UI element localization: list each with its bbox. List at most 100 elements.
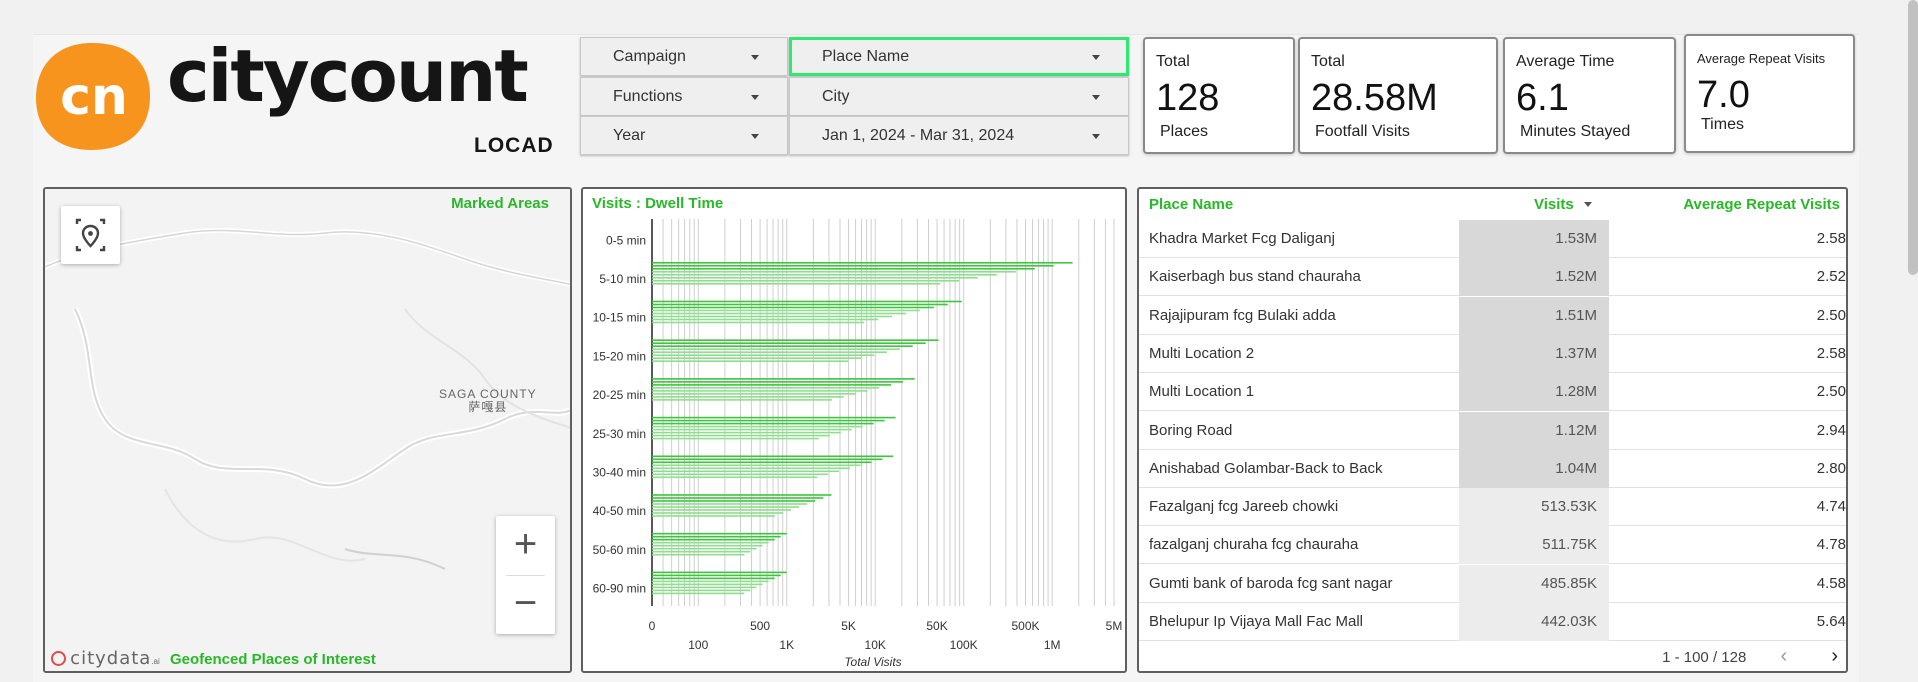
logo-subtitle: LOCAD bbox=[474, 134, 554, 157]
bar bbox=[652, 273, 997, 276]
repeat-visits-cell: 2.80 bbox=[1816, 459, 1846, 477]
bar bbox=[652, 589, 751, 592]
bar bbox=[652, 425, 863, 428]
chart-title: Visits : Dwell Time bbox=[592, 195, 724, 212]
location-target-icon bbox=[75, 218, 106, 252]
x-tick-label: 100K bbox=[950, 638, 978, 652]
repeat-visits-cell: 2.52 bbox=[1816, 268, 1846, 286]
repeat-visits-cell: 2.58 bbox=[1816, 344, 1846, 362]
category-label: 25-30 min bbox=[593, 427, 646, 441]
visits-cell: 1.52M bbox=[1459, 258, 1609, 297]
category-label: 0-5 min bbox=[606, 233, 646, 247]
x-tick-label: 500 bbox=[750, 619, 770, 633]
bar bbox=[652, 276, 978, 279]
table-row[interactable]: Kaiserbagh bus stand chauraha 1.52M 2.52 bbox=[1139, 258, 1846, 297]
bar bbox=[652, 354, 875, 356]
functions-filter[interactable]: Functions bbox=[580, 77, 788, 116]
x-tick-label: 5M bbox=[1106, 619, 1123, 633]
date-range-filter[interactable]: Jan 1, 2024 - Mar 31, 2024 bbox=[789, 116, 1129, 155]
map-panel[interactable]: Marked Areas SAGA COUNTY 萨嘎县 + − citydat… bbox=[43, 187, 572, 673]
col-header-visits[interactable]: Visits bbox=[1534, 196, 1592, 213]
bar bbox=[652, 509, 792, 511]
kpi-sub: Times bbox=[1701, 116, 1744, 133]
place-name-cell: Kaiserbagh bus stand chauraha bbox=[1149, 268, 1361, 286]
col-header-place-name[interactable]: Place Name bbox=[1149, 196, 1234, 213]
kpi-label: Average Time bbox=[1516, 53, 1615, 70]
year-filter-label: Year bbox=[613, 127, 646, 144]
bar bbox=[652, 574, 781, 577]
place-name-filter[interactable]: Place Name bbox=[789, 37, 1129, 76]
dwell-time-chart: 0-5 min 5-10 min 10-15 min 15-20 min 20-25 m… bbox=[593, 219, 1123, 669]
table-row[interactable]: Fazalganj fcg Jareeb chowki 513.53K 4.74 bbox=[1139, 488, 1846, 527]
visits-cell: 1.37M bbox=[1459, 334, 1609, 373]
bar bbox=[652, 553, 745, 556]
bar bbox=[652, 300, 962, 303]
bar bbox=[652, 506, 800, 508]
bar bbox=[652, 592, 745, 595]
category-label: 5-10 min bbox=[599, 272, 646, 286]
repeat-visits-cell: 2.58 bbox=[1816, 230, 1846, 247]
places-table-panel: Place Name Visits Average Repeat Visits … bbox=[1137, 187, 1848, 673]
bar bbox=[652, 261, 1073, 264]
bar bbox=[652, 437, 819, 440]
pager-range: 1 - 100 / 128 bbox=[1662, 649, 1747, 666]
bar bbox=[652, 586, 757, 589]
map-footer-label: Geofenced Places of Interest bbox=[169, 651, 376, 668]
repeat-visits-cell: 5.64 bbox=[1816, 613, 1846, 630]
visits-cell: 485.85K bbox=[1459, 564, 1609, 603]
campaign-filter[interactable]: Campaign bbox=[580, 37, 788, 76]
chevron-left-icon[interactable]: ‹ bbox=[1780, 645, 1788, 667]
bar bbox=[652, 535, 781, 538]
city-filter-label: City bbox=[822, 88, 850, 105]
bar bbox=[652, 538, 775, 541]
place-name-cell: Gumti bank of baroda fcg sant nagar bbox=[1149, 574, 1393, 592]
year-filter[interactable]: Year bbox=[580, 116, 788, 155]
bar bbox=[652, 580, 769, 583]
bar bbox=[652, 497, 824, 499]
bar bbox=[652, 396, 844, 398]
repeat-visits-cell: 2.50 bbox=[1816, 306, 1846, 324]
city-filter[interactable]: City bbox=[789, 77, 1129, 116]
table-row[interactable]: Rajajipuram fcg Bulaki adda 1.51M 2.50 bbox=[1139, 296, 1846, 335]
bar bbox=[652, 339, 939, 341]
table-row[interactable]: Multi Location 1 1.28M 2.50 bbox=[1139, 373, 1846, 412]
visits-cell: 511.75K bbox=[1459, 526, 1609, 565]
bar bbox=[652, 431, 841, 434]
table-row[interactable]: Multi Location 2 1.37M 2.58 bbox=[1139, 334, 1846, 373]
chevron-down-icon bbox=[751, 55, 759, 60]
chevron-down-icon bbox=[1092, 55, 1100, 60]
kpi-label: Total bbox=[1156, 53, 1190, 70]
col-header-repeat-visits[interactable]: Average Repeat Visits bbox=[1683, 196, 1840, 213]
logo-badge-text: cn bbox=[60, 67, 128, 127]
place-name-cell: Fazalganj fcg Jareeb chowki bbox=[1149, 498, 1339, 516]
bar bbox=[652, 512, 783, 514]
logo-wordmark: citycount bbox=[167, 34, 529, 118]
zoom-in-icon[interactable]: + bbox=[513, 522, 538, 566]
table-row[interactable]: Bhelupur Ip Vijaya Mall Fac Mall 442.03K 5… bbox=[1139, 603, 1846, 641]
chevron-right-icon[interactable]: › bbox=[1831, 645, 1838, 667]
bar bbox=[652, 270, 1016, 273]
bar bbox=[652, 577, 775, 580]
table-row[interactable]: Gumti bank of baroda fcg sant nagar 485.8… bbox=[1139, 564, 1846, 603]
bar bbox=[652, 476, 818, 479]
x-tick-label: 1M bbox=[1044, 638, 1061, 652]
table-row[interactable]: Anishabad Golambar-Back to Back 1.04M 2.80 bbox=[1139, 449, 1846, 488]
locate-button[interactable] bbox=[61, 206, 120, 264]
place-name-cell: Bhelupur Ip Vijaya Mall Fac Mall bbox=[1149, 613, 1363, 630]
zoom-out-icon[interactable]: − bbox=[513, 581, 538, 625]
map-footer: citydata.ai Geofenced Places of Interest bbox=[51, 648, 376, 669]
visits-cell: 1.04M bbox=[1459, 449, 1609, 488]
map-basemap[interactable] bbox=[45, 189, 572, 673]
table-row[interactable]: Boring Road 1.12M 2.94 bbox=[1139, 411, 1846, 450]
kpi-value: 7.0 bbox=[1697, 74, 1750, 116]
page-scrollbar[interactable] bbox=[1908, 0, 1918, 275]
kpi-sub: Minutes Stayed bbox=[1520, 123, 1631, 140]
bar bbox=[652, 455, 894, 458]
bar bbox=[652, 315, 893, 318]
category-label: 40-50 min bbox=[593, 504, 646, 518]
x-tick-label: 1K bbox=[779, 638, 794, 652]
bar bbox=[652, 416, 896, 419]
table-row[interactable]: Khadra Market Fcg Daliganj 1.53M 2.58 bbox=[1139, 220, 1846, 258]
table-row[interactable]: fazalganj churaha fcg chauraha 511.75K 4.7… bbox=[1139, 526, 1846, 565]
visits-cell: 1.28M bbox=[1459, 373, 1609, 412]
